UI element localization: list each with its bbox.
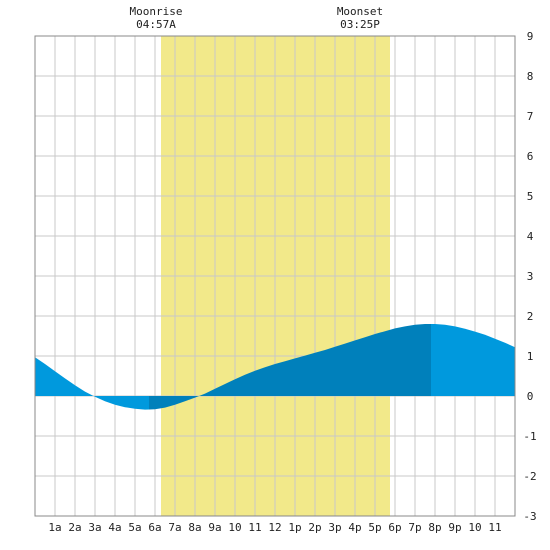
- y-tick-label: 5: [527, 190, 534, 203]
- x-tick-label: 7a: [168, 521, 181, 534]
- x-tick-label: 5p: [368, 521, 381, 534]
- moonrise-label: Moonrise: [130, 5, 183, 18]
- x-tick-label: 4p: [348, 521, 361, 534]
- x-tick-label: 1a: [48, 521, 61, 534]
- x-tick-label: 4a: [108, 521, 121, 534]
- y-tick-label: 1: [527, 350, 534, 363]
- y-tick-label: 3: [527, 270, 534, 283]
- y-tick-label: 8: [527, 70, 534, 83]
- x-tick-label: 10: [228, 521, 241, 534]
- x-tick-label: 6a: [148, 521, 161, 534]
- x-tick-label: 9a: [208, 521, 221, 534]
- x-tick-label: 5a: [128, 521, 141, 534]
- x-tick-label: 10: [468, 521, 481, 534]
- x-tick-label: 11: [488, 521, 501, 534]
- y-tick-label: -3: [523, 510, 536, 523]
- moonset-time: 03:25P: [340, 18, 380, 31]
- y-tick-label: 0: [527, 390, 534, 403]
- tide-area-daylight: [149, 324, 431, 410]
- x-tick-label: 2p: [308, 521, 321, 534]
- x-tick-label: 3a: [88, 521, 101, 534]
- tide-area-night-early: [35, 357, 149, 410]
- x-tick-label: 9p: [448, 521, 461, 534]
- x-tick-label: 7p: [408, 521, 421, 534]
- x-tick-label: 12: [268, 521, 281, 534]
- y-tick-label: 2: [527, 310, 534, 323]
- x-tick-label: 3p: [328, 521, 341, 534]
- y-tick-label: -2: [523, 470, 536, 483]
- moonset-label: Moonset: [337, 5, 383, 18]
- plot-frame: [34, 35, 516, 517]
- x-tick-label: 2a: [68, 521, 81, 534]
- x-tick-label: 6p: [388, 521, 401, 534]
- x-tick-label: 8a: [188, 521, 201, 534]
- y-tick-label: 9: [527, 30, 534, 43]
- x-tick-label: 11: [248, 521, 261, 534]
- x-tick-label: 1p: [288, 521, 301, 534]
- y-tick-label: -1: [523, 430, 536, 443]
- y-tick-label: 6: [527, 150, 534, 163]
- y-tick-label: 4: [527, 230, 534, 243]
- y-tick-label: 7: [527, 110, 534, 123]
- tide-area-night-late: [431, 324, 515, 396]
- moonrise-time: 04:57A: [136, 18, 176, 31]
- x-tick-label: 8p: [428, 521, 441, 534]
